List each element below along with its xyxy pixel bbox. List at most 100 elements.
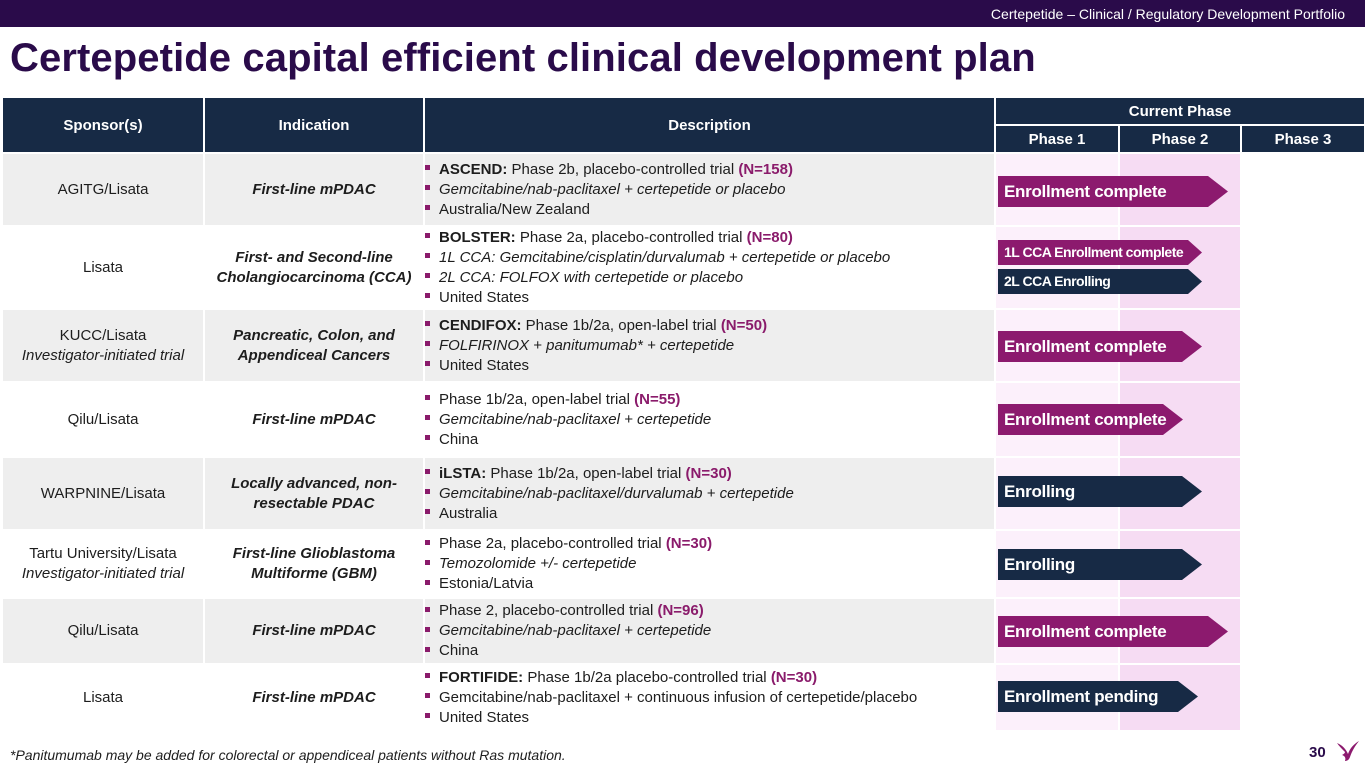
indication-cell: First-line Glioblastoma Multiforme (GBM) [203,529,425,599]
header-description: Description [423,96,996,154]
description-bullet: Temozolomide +/- certepetide [425,554,994,574]
description-bullet: United States [425,288,994,308]
description-cell: iLSTA: Phase 1b/2a, open-label trial (N=… [423,456,996,531]
sponsor-cell: KUCC/Lisata Investigator-initiated trial [1,308,205,383]
bullet-square-icon [425,509,430,515]
bullet-square-icon [425,165,430,171]
regimen-2: 2L CCA: FOLFOX with certepetide or place… [439,268,744,286]
page-number: 30 [1309,744,1326,761]
sponsor-cell: Tartu University/Lisata Investigator-init… [1,529,205,599]
phase-3-cell [1239,456,1365,531]
description-bullet: FOLFIRINOX + panitumumab* + certepetide [425,336,994,356]
description-cell: BOLSTER: Phase 2a, placebo-controlled tr… [423,225,996,310]
phase-1-cell: Enrolling [994,529,1119,599]
table-row: Qilu/Lisata First-line mPDAC Phase 2, pl… [1,597,1365,665]
regimen: Gemcitabine/nab-paclitaxel/durvalumab + … [439,484,794,502]
bullet-square-icon [425,693,430,699]
portfolio-tagline: Certepetide – Clinical / Regulatory Deve… [990,6,1345,22]
description-bullet: ASCEND: Phase 2b, placebo-controlled tri… [425,160,994,180]
bullet-square-icon [425,415,430,421]
description-bullet: Phase 2a, placebo-controlled trial (N=30… [425,534,994,554]
sponsor-subtitle: Investigator-initiated trial [21,565,185,582]
status-arrow: Enrollment pending [998,681,1198,712]
description-bullet: Gemcitabine/nab-paclitaxel + certepetide [425,410,994,430]
header-sponsor: Sponsor(s) [1,96,205,154]
indication-cell: First-line mPDAC [203,381,425,458]
phase-3-cell [1239,152,1365,227]
phase-3-cell [1239,225,1365,310]
bullet-square-icon [425,626,430,632]
trial-name: CENDIFOX: [439,316,522,334]
sponsor-name: Qilu/Lisata [67,410,139,428]
bullet-square-icon [425,185,430,191]
indication-cell: First-line mPDAC [203,597,425,665]
enrollment-target: (N=96) [657,602,704,619]
header-indication: Indication [203,96,425,154]
bullet-square-icon [425,606,430,612]
header-current-phase: Current Phase [993,96,1365,126]
sponsor-name: Tartu University/Lisata [29,545,177,562]
bullet-square-icon [425,579,430,585]
bullet-square-icon [425,673,430,679]
bullet-square-icon [425,253,430,259]
sponsor-name: WARPNINE/Lisata [40,484,166,502]
bullet-square-icon [425,361,430,367]
enrollment-target: (N=158) [738,160,793,178]
geography: Australia [439,504,498,522]
phase-1-cell: Enrollment complete [994,381,1119,458]
trial-design: Phase 2, placebo-controlled trial [439,602,658,619]
trial-design: Phase 1b/2a, open-label trial [439,390,635,408]
bullet-square-icon [425,233,430,239]
table-row: AGITG/Lisata First-line mPDAC ASCEND: Ph… [1,152,1365,227]
indication-cell: Pancreatic, Colon, and Appendiceal Cance… [203,308,425,383]
phase-1-cell: Enrolling [994,456,1119,531]
trial-design: Phase 2a, placebo-controlled trial [515,228,747,246]
phase-3-cell [1239,381,1365,458]
trial-name: BOLSTER: [439,228,516,246]
sponsor-cell: Qilu/Lisata [1,381,205,458]
phase-3-cell [1239,597,1365,665]
bullet-square-icon [425,341,430,347]
phase-3-cell [1239,529,1365,599]
geography: United States [439,708,530,726]
description-bullet: iLSTA: Phase 1b/2a, open-label trial (N=… [425,464,994,484]
regimen: Gemcitabine/nab-paclitaxel + certepetide [439,410,712,428]
enrollment-target: (N=30) [685,464,732,482]
description-bullet: Gemcitabine/nab-paclitaxel + continuous … [425,688,994,708]
description-cell: ASCEND: Phase 2b, placebo-controlled tri… [423,152,996,227]
sponsor-cell: Lisata [1,663,205,732]
phase-3-cell [1239,308,1365,383]
table-row: Lisata First-line mPDAC FORTIFIDE: Phase… [1,663,1365,732]
indication-cell: First-line mPDAC [203,152,425,227]
sponsor-name: Lisata [82,688,124,706]
geography: United States [439,288,530,306]
geography: Estonia/Latvia [439,575,534,592]
phase-1-cell: Enrollment complete [994,597,1119,665]
regimen: 1L CCA: Gemcitabine/cisplatin/durvalumab… [439,248,891,266]
sponsor-cell: Lisata [1,225,205,310]
table-row: Lisata First- and Second-line Cholangioc… [1,225,1365,310]
status-arrow: Enrolling [998,476,1202,507]
phase-1-cell: Enrollment complete [994,152,1119,227]
status-arrow: Enrollment complete [998,331,1202,362]
geography: China [439,430,479,448]
trial-name: ASCEND: [439,160,508,178]
page-title: Certepetide capital efficient clinical d… [10,36,1036,80]
trial-name: FORTIFIDE: [439,668,524,686]
sponsor-name: Lisata [82,258,124,276]
description-bullet: Australia [425,504,994,524]
phase-2-cell [1118,225,1242,310]
sponsor-cell: AGITG/Lisata [1,152,205,227]
description-bullet: 1L CCA: Gemcitabine/cisplatin/durvalumab… [425,248,994,268]
status-arrow-2: 2L CCA Enrolling [998,269,1202,294]
sponsor-name: AGITG/Lisata [57,180,149,198]
status-arrow: Enrolling [998,549,1202,580]
description-cell: CENDIFOX: Phase 1b/2a, open-label trial … [423,308,996,383]
trial-design: Phase 1b/2a, open-label trial [486,464,686,482]
description-bullet: 2L CCA: FOLFOX with certepetide or place… [425,268,994,288]
sponsor-cell: WARPNINE/Lisata [1,456,205,531]
bullet-square-icon [425,321,430,327]
bullet-square-icon [425,395,430,401]
description-cell: Phase 2a, placebo-controlled trial (N=30… [423,529,996,599]
bullet-square-icon [425,559,430,565]
